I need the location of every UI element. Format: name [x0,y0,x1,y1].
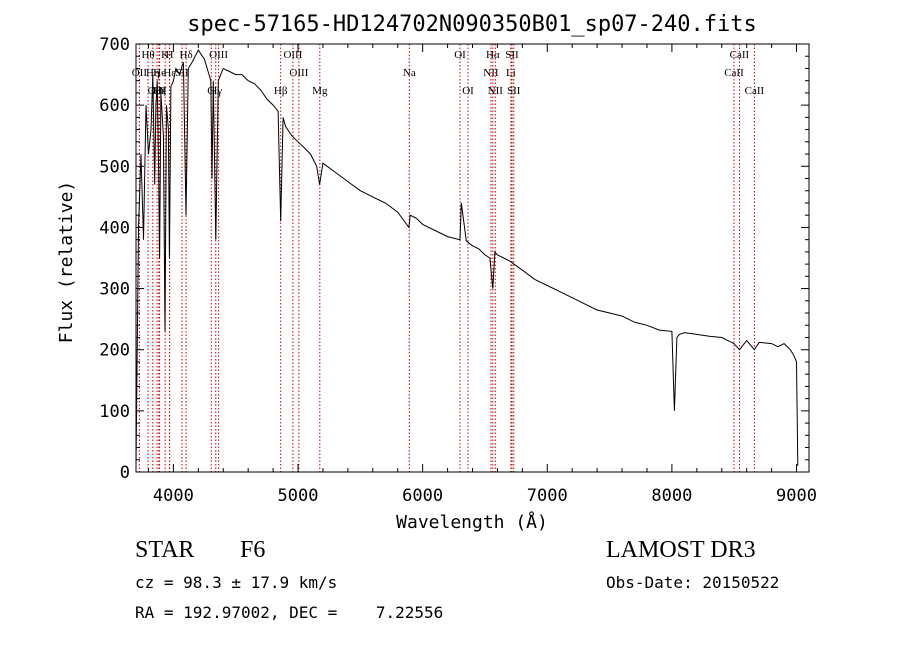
line-label-1: K [161,49,169,61]
line-label-26: Mg [312,85,328,97]
y-tick-label-2: 200 [99,341,130,361]
spectrum-line [135,49,799,466]
line-label-4: OIII [209,49,228,61]
y-tick-label-6: 600 [99,96,130,116]
line-label-13: Hε [163,67,176,79]
line-label-7: Hα [486,49,500,61]
y-tick-label-1: 100 [99,402,130,422]
y-tick-label-0: 0 [120,463,130,483]
x-tick-label-2: 6000 [402,486,443,506]
y-tick-label-4: 400 [99,218,130,238]
x-tick-label-1: 5000 [278,486,319,506]
chart-title: spec-57165-HD124702N090350B01_sp07-240.f… [187,12,757,37]
line-label-6: OI [454,49,466,61]
x-axis-label: Wavelength (Å) [396,511,548,533]
line-label-3: Hδ [180,49,193,61]
y-tick-label-3: 300 [99,280,130,300]
coordinates-readout: RA = 192.97002, DEC = 7.22556 [135,603,444,622]
object-subclass: F6 [240,537,266,563]
line-label-27: OI [462,85,474,97]
line-label-14: SII [175,67,189,79]
line-markers [138,44,755,472]
x-tick-label-5: 9000 [776,486,817,506]
redshift-readout: cz = 98.3 ± 17.9 km/s [135,573,338,592]
y-tick-label-5: 500 [99,157,130,177]
line-label-11: Hη [146,67,160,79]
line-label-9: CaII [730,49,750,61]
line-label-2: H [166,49,174,61]
line-label-0: Hθ [141,49,154,61]
line-label-5: OIII [283,49,302,61]
x-tick-label-4: 8000 [651,486,692,506]
line-label-28: NII [488,85,504,97]
x-tick-label-3: 7000 [527,486,568,506]
x-tick-label-0: 4000 [153,486,194,506]
survey-name: LAMOST DR3 [606,537,756,563]
line-label-23: Hγ [209,85,222,97]
line-label-19: CaII [724,67,744,79]
line-label-22: CN [151,85,166,97]
line-label-12: He [153,67,166,79]
y-ticks: 0 100 200 300 400 500 600 700 [99,35,809,483]
plot-frame [135,43,810,473]
object-class: STAR [135,537,195,563]
observation-date: Obs-Date: 20150522 [606,573,780,592]
x-ticks: 4000 5000 6000 7000 8000 9000 [147,44,817,506]
line-label-16: Na [403,67,416,79]
line-label-29: SII [507,85,521,97]
line-label-17: NII [483,67,499,79]
line-label-25: Hβ [274,85,288,97]
line-label-15: OIII [289,67,308,79]
line-label-8: SII [505,49,519,61]
y-axis-label: Flux (relative) [56,181,77,344]
line-label-18: Li [506,67,516,79]
y-tick-label-7: 700 [99,35,130,55]
line-label-30: CaII [745,85,765,97]
